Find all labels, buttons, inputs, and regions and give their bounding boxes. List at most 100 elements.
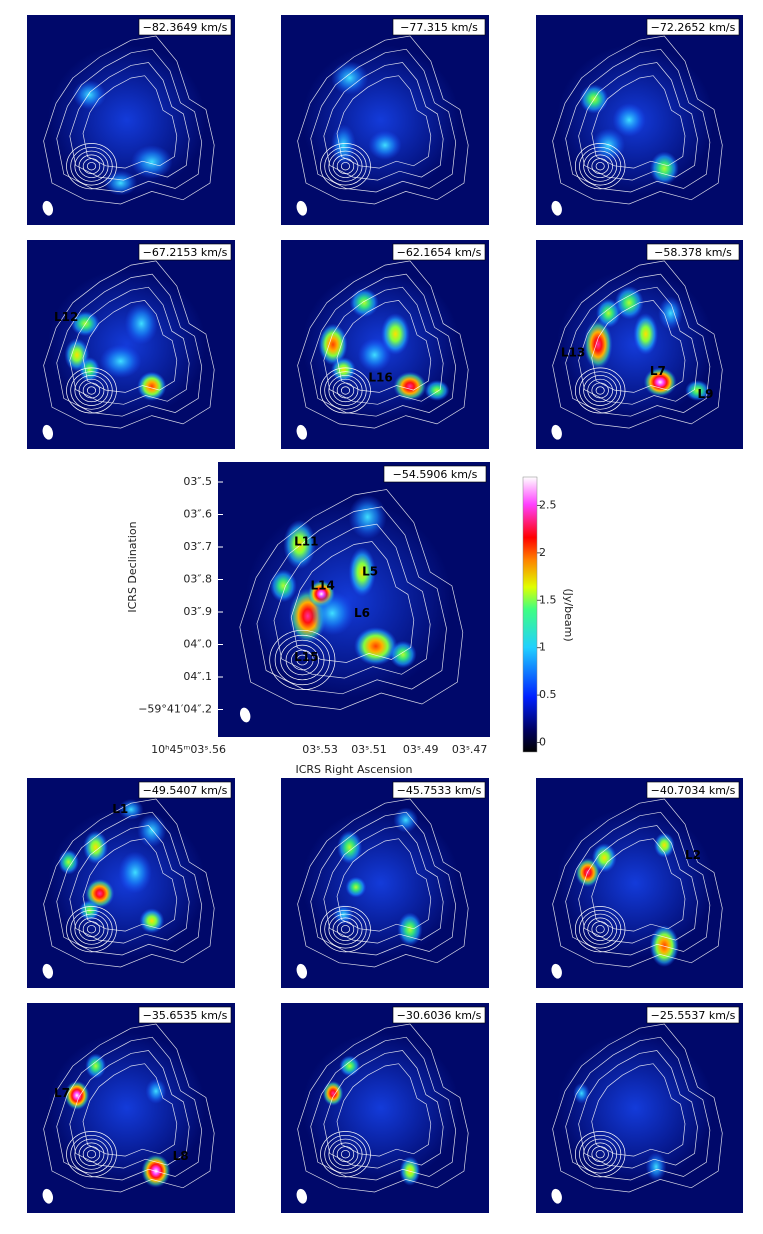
y-tick-label: 04″.1	[183, 670, 212, 683]
panel-content	[42, 35, 215, 216]
contour	[579, 146, 622, 186]
contour	[565, 48, 711, 193]
source-label: L8	[173, 1149, 189, 1163]
velocity-label: −45.7533 km/s	[397, 784, 482, 797]
source-label: L7	[650, 364, 666, 378]
contour	[320, 143, 371, 190]
y-tick-label: 04″.0	[183, 638, 212, 651]
contour	[82, 921, 101, 938]
contour	[297, 260, 469, 429]
emission-peak	[633, 313, 659, 355]
velocity-box	[392, 243, 486, 261]
velocity-label: −49.5407 km/s	[143, 784, 228, 797]
beam	[296, 200, 308, 216]
velocity-box	[138, 781, 232, 799]
beam	[296, 1188, 308, 1204]
velocity-label: −58.378 km/s	[654, 246, 732, 259]
panel-content	[551, 35, 723, 216]
contour	[591, 1146, 609, 1163]
contour	[320, 906, 371, 953]
contour	[336, 382, 355, 399]
colorbar-tick-label: 1	[539, 641, 546, 654]
y-tick-label: 03″.7	[183, 540, 212, 553]
contour	[595, 925, 605, 934]
velocity-label: −54.5906 km/s	[393, 468, 478, 481]
contour	[574, 906, 626, 953]
contour	[328, 150, 363, 182]
contour	[336, 158, 355, 175]
contour	[256, 506, 447, 695]
contour	[310, 273, 457, 417]
source-label: L1	[112, 802, 128, 816]
velocity-box	[646, 18, 740, 36]
contour	[336, 300, 432, 393]
contour	[70, 146, 113, 186]
contour	[70, 371, 113, 410]
x-tick-label: 03ˢ.47	[452, 743, 488, 756]
contour	[579, 1134, 622, 1174]
panel-content	[296, 35, 469, 216]
contour	[82, 1146, 101, 1163]
panel-content	[551, 1023, 723, 1204]
panels: −82.3649 km/s −77.315 km/s −72.2652 km/s −6…	[27, 15, 743, 1213]
emission-peak	[380, 313, 410, 355]
emission-peak	[424, 380, 450, 401]
contour	[274, 634, 330, 686]
contour	[591, 75, 686, 169]
contour	[323, 286, 444, 405]
contour	[324, 146, 367, 186]
beam	[42, 963, 54, 979]
y-tick-label: 03″.6	[183, 508, 212, 521]
contour	[552, 260, 723, 429]
emission-peak	[137, 371, 167, 401]
contour	[579, 371, 622, 410]
emission-peak	[397, 912, 423, 946]
emission-peak	[349, 288, 379, 318]
channel-panel: −77.315 km/s	[281, 15, 489, 225]
source-label: L16	[368, 370, 392, 384]
contour	[43, 260, 215, 429]
beam	[551, 200, 562, 216]
contour	[69, 825, 190, 944]
contour	[578, 62, 698, 181]
contour	[74, 1138, 109, 1170]
beam	[551, 424, 562, 440]
channel-panel: −72.2652 km/s	[536, 15, 743, 225]
velocity-box	[138, 243, 232, 261]
contour	[336, 838, 432, 932]
beam	[42, 200, 54, 216]
emission-peak	[310, 591, 354, 636]
colorbar-tick-label: 0.5	[539, 688, 557, 701]
contour	[43, 35, 215, 205]
channel-panel: −62.1654 km/s L16	[281, 240, 489, 449]
beam	[296, 963, 308, 979]
channel-panel: −25.5537 km/s	[536, 1003, 743, 1213]
contour	[340, 162, 350, 171]
contour	[56, 273, 203, 417]
contour	[70, 1134, 113, 1174]
panel-content	[296, 260, 469, 440]
emission-peak	[645, 1152, 667, 1182]
contour	[86, 925, 96, 934]
emission-peak	[85, 1053, 107, 1079]
beam	[42, 1188, 54, 1204]
contour	[587, 1142, 613, 1166]
contour	[323, 1050, 444, 1169]
source-label: L6	[354, 606, 370, 620]
channel-panel: −67.2153 km/s L12	[27, 240, 235, 449]
contour	[574, 1131, 626, 1178]
contour	[66, 143, 117, 190]
panel-content	[296, 798, 469, 979]
contour	[340, 925, 350, 934]
channel-panel: −58.378 km/s L13 L7 L9	[536, 240, 743, 449]
velocity-label: −40.7034 km/s	[651, 784, 736, 797]
velocity-box	[392, 781, 486, 799]
source-label: L15	[294, 650, 318, 664]
contour	[43, 798, 215, 968]
contour	[66, 367, 117, 414]
emission-peak	[337, 830, 363, 865]
velocity-box	[392, 1006, 486, 1024]
contour	[320, 367, 371, 414]
emission-peak	[354, 627, 398, 666]
x-tick-label: 03ˢ.51	[351, 743, 387, 756]
